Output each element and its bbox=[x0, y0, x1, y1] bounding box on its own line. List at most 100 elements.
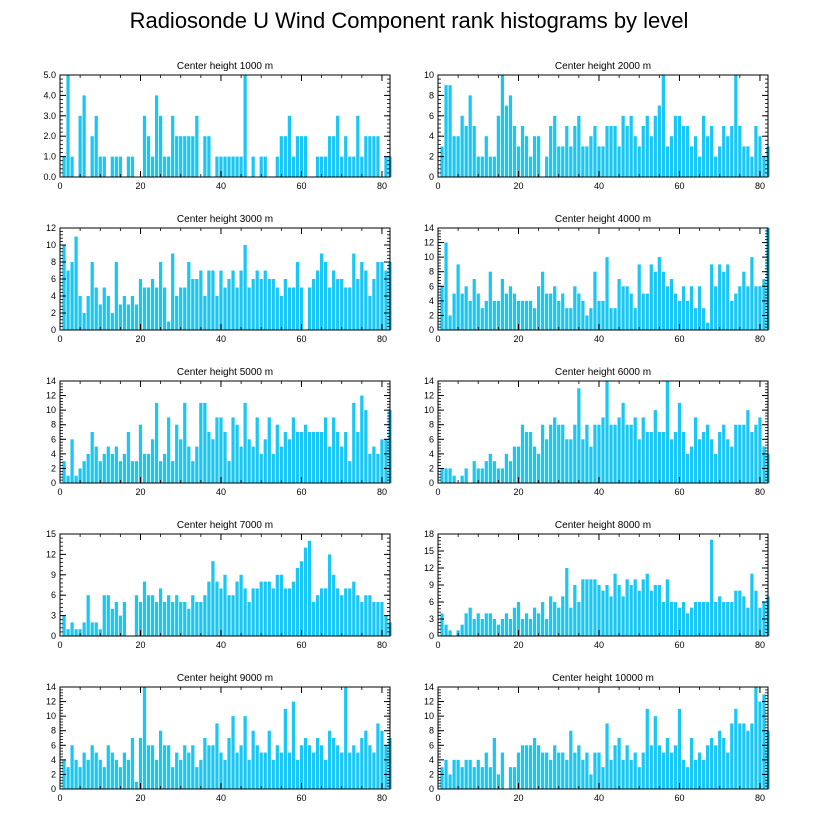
bar bbox=[714, 156, 718, 177]
bar bbox=[726, 136, 730, 177]
bar bbox=[307, 540, 312, 636]
bar bbox=[328, 730, 332, 789]
bar bbox=[553, 286, 557, 330]
bar bbox=[480, 308, 484, 330]
bar bbox=[714, 453, 718, 483]
bar bbox=[102, 595, 106, 636]
y-tick-label: 1.0 bbox=[43, 152, 56, 162]
bar bbox=[215, 156, 219, 177]
bar bbox=[78, 296, 82, 330]
bar bbox=[637, 439, 641, 483]
bar bbox=[275, 156, 279, 177]
bar bbox=[617, 146, 621, 177]
y-tick-label: 2 bbox=[51, 769, 56, 779]
y-tick-label: 12 bbox=[46, 697, 56, 707]
plot-frame bbox=[59, 74, 391, 178]
bar bbox=[669, 439, 674, 483]
bar bbox=[219, 156, 223, 177]
bar bbox=[508, 619, 513, 636]
bar bbox=[110, 453, 114, 483]
bar bbox=[82, 95, 86, 177]
x-tick-label: 0 bbox=[435, 487, 440, 497]
y-tick-label: 10 bbox=[424, 405, 434, 415]
x-tick-label: 80 bbox=[377, 181, 387, 191]
bar bbox=[307, 745, 312, 789]
bar bbox=[255, 588, 259, 636]
bar bbox=[179, 136, 183, 177]
x-tick-label: 80 bbox=[377, 487, 387, 497]
bar bbox=[102, 453, 106, 483]
bar bbox=[271, 588, 275, 636]
bar bbox=[661, 271, 665, 330]
bar bbox=[444, 624, 448, 636]
bar bbox=[677, 115, 682, 177]
bar bbox=[231, 595, 235, 636]
bar bbox=[488, 271, 492, 330]
bar bbox=[541, 602, 545, 636]
bar bbox=[714, 745, 718, 789]
bar bbox=[171, 115, 175, 177]
bar bbox=[114, 156, 118, 177]
bar bbox=[468, 95, 472, 177]
bar bbox=[593, 579, 597, 636]
bar bbox=[573, 126, 577, 177]
bar bbox=[118, 156, 122, 177]
bar bbox=[681, 602, 686, 636]
bar bbox=[714, 602, 718, 636]
bar bbox=[444, 242, 448, 330]
bar bbox=[440, 613, 444, 636]
bar bbox=[718, 596, 722, 636]
bar bbox=[199, 759, 203, 789]
bar bbox=[175, 752, 179, 789]
bar bbox=[356, 432, 360, 483]
bar bbox=[307, 287, 312, 330]
x-tick-label: 60 bbox=[296, 334, 306, 344]
bar bbox=[742, 424, 746, 483]
bar bbox=[718, 146, 722, 177]
bar bbox=[223, 759, 227, 789]
y-tick-label: 3 bbox=[51, 611, 56, 621]
bar bbox=[609, 596, 613, 636]
y-tick-label: 2 bbox=[51, 308, 56, 318]
bar bbox=[372, 446, 376, 483]
bar bbox=[167, 745, 171, 789]
bar bbox=[267, 417, 271, 483]
bar bbox=[154, 602, 159, 636]
bar bbox=[440, 286, 444, 330]
y-tick-label: 2 bbox=[429, 769, 434, 779]
bar bbox=[311, 752, 316, 789]
bar bbox=[146, 453, 151, 483]
bar bbox=[484, 461, 488, 483]
bar bbox=[520, 300, 525, 330]
bar bbox=[488, 613, 492, 636]
bar bbox=[440, 767, 444, 789]
bar bbox=[223, 574, 227, 636]
bar bbox=[742, 596, 746, 636]
bar bbox=[106, 595, 110, 636]
bar bbox=[565, 126, 569, 177]
bar bbox=[191, 745, 195, 789]
bar bbox=[480, 156, 484, 177]
bar bbox=[183, 602, 187, 636]
bar bbox=[74, 236, 78, 330]
bar bbox=[207, 136, 211, 177]
bar bbox=[701, 432, 706, 483]
bar bbox=[134, 781, 139, 789]
y-tick-label: 0 bbox=[51, 325, 56, 335]
bar bbox=[706, 136, 710, 177]
bar bbox=[70, 622, 74, 636]
bar bbox=[569, 607, 573, 636]
x-tick-label: 80 bbox=[755, 793, 765, 803]
bar bbox=[130, 156, 135, 177]
bar bbox=[223, 156, 227, 177]
bar bbox=[633, 579, 637, 636]
bar bbox=[215, 296, 219, 330]
y-tick-label: 10 bbox=[46, 240, 56, 250]
bar bbox=[585, 752, 589, 789]
panel-title: Center height 7000 m bbox=[177, 520, 273, 531]
bar bbox=[323, 156, 328, 177]
bar bbox=[665, 738, 670, 789]
bar bbox=[697, 286, 702, 330]
bar bbox=[142, 453, 147, 483]
